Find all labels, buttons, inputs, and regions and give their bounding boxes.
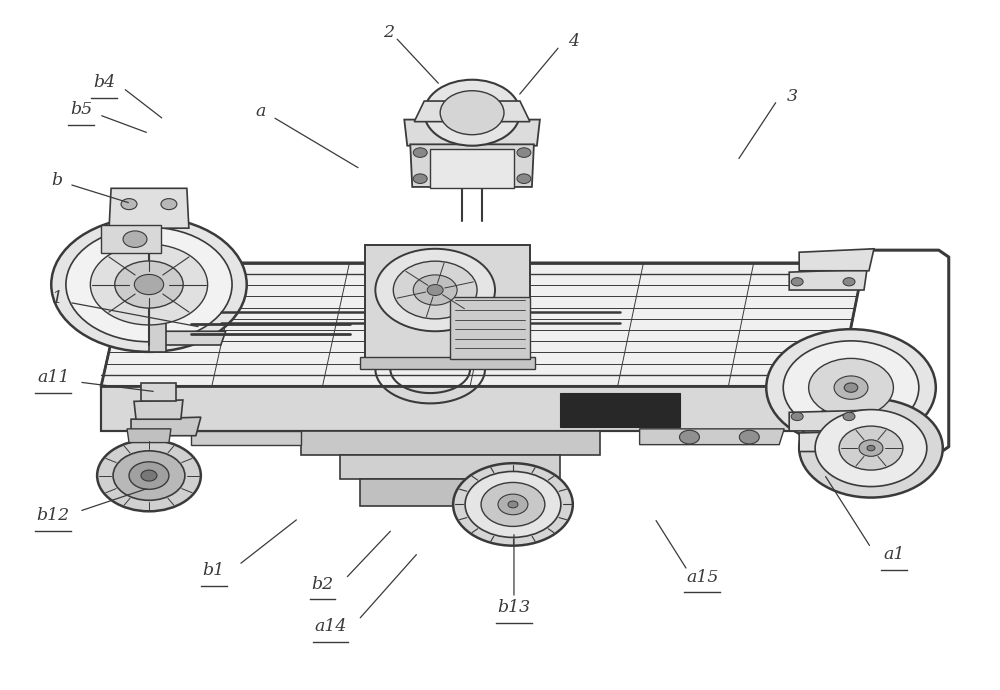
Circle shape xyxy=(424,80,520,146)
Circle shape xyxy=(141,470,157,481)
Circle shape xyxy=(834,376,868,400)
Text: 1: 1 xyxy=(52,290,63,307)
Circle shape xyxy=(766,329,936,446)
Circle shape xyxy=(815,410,927,486)
Polygon shape xyxy=(414,101,530,121)
Polygon shape xyxy=(360,357,535,369)
Circle shape xyxy=(859,440,883,456)
Circle shape xyxy=(517,174,531,184)
Polygon shape xyxy=(360,479,545,506)
Circle shape xyxy=(413,174,427,184)
Circle shape xyxy=(508,501,518,508)
Polygon shape xyxy=(127,429,171,442)
Polygon shape xyxy=(799,431,874,451)
Circle shape xyxy=(413,148,427,157)
Text: b4: b4 xyxy=(93,74,115,91)
Circle shape xyxy=(375,249,495,331)
Text: b5: b5 xyxy=(70,101,92,119)
Polygon shape xyxy=(149,331,226,345)
Circle shape xyxy=(90,244,208,325)
Circle shape xyxy=(498,494,528,515)
Polygon shape xyxy=(101,386,839,431)
Circle shape xyxy=(791,413,803,421)
Polygon shape xyxy=(799,249,874,270)
Circle shape xyxy=(809,358,893,417)
Circle shape xyxy=(843,277,855,286)
Circle shape xyxy=(843,413,855,421)
Circle shape xyxy=(413,275,457,305)
Circle shape xyxy=(481,482,545,526)
Circle shape xyxy=(453,463,573,546)
Circle shape xyxy=(465,471,561,538)
Circle shape xyxy=(129,462,169,489)
Polygon shape xyxy=(404,119,540,146)
Circle shape xyxy=(66,227,232,342)
Polygon shape xyxy=(101,262,864,386)
Circle shape xyxy=(517,148,531,157)
Polygon shape xyxy=(340,455,560,479)
Circle shape xyxy=(799,399,943,497)
Text: 3: 3 xyxy=(787,88,798,105)
Text: 4: 4 xyxy=(568,32,579,50)
Circle shape xyxy=(440,90,504,135)
Polygon shape xyxy=(410,144,534,187)
Polygon shape xyxy=(640,429,784,444)
Circle shape xyxy=(739,431,759,444)
Circle shape xyxy=(427,284,443,295)
Polygon shape xyxy=(191,431,301,444)
Circle shape xyxy=(161,199,177,210)
Circle shape xyxy=(844,383,858,393)
Text: a11: a11 xyxy=(37,369,69,386)
Text: b1: b1 xyxy=(203,562,225,579)
Circle shape xyxy=(867,445,875,451)
Circle shape xyxy=(680,431,699,444)
Circle shape xyxy=(839,426,903,470)
Text: b: b xyxy=(52,172,63,188)
Circle shape xyxy=(51,217,247,352)
Polygon shape xyxy=(430,149,514,188)
Text: b2: b2 xyxy=(311,575,334,593)
Polygon shape xyxy=(450,297,530,359)
Circle shape xyxy=(393,261,477,319)
Polygon shape xyxy=(131,417,201,435)
Circle shape xyxy=(791,277,803,286)
Text: a15: a15 xyxy=(686,569,719,586)
Polygon shape xyxy=(365,246,530,359)
Polygon shape xyxy=(301,431,600,455)
Text: b12: b12 xyxy=(37,507,70,524)
Circle shape xyxy=(113,451,185,500)
Circle shape xyxy=(115,261,183,308)
Polygon shape xyxy=(789,411,867,431)
Polygon shape xyxy=(109,188,189,228)
Polygon shape xyxy=(149,262,166,352)
Circle shape xyxy=(134,275,164,295)
Polygon shape xyxy=(101,226,161,253)
Text: a: a xyxy=(255,103,266,120)
Text: a1: a1 xyxy=(883,546,905,563)
Polygon shape xyxy=(560,393,680,428)
Polygon shape xyxy=(134,400,183,420)
Circle shape xyxy=(121,199,137,210)
Circle shape xyxy=(783,341,919,434)
Polygon shape xyxy=(789,269,867,290)
Text: b13: b13 xyxy=(497,599,531,616)
Text: a14: a14 xyxy=(314,618,347,635)
Circle shape xyxy=(97,440,201,511)
Polygon shape xyxy=(141,383,176,402)
Text: 2: 2 xyxy=(383,24,394,41)
Circle shape xyxy=(123,231,147,248)
